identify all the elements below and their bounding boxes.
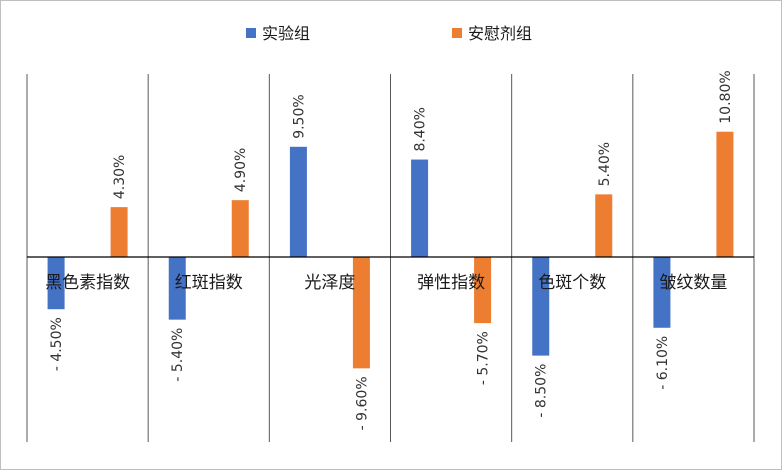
category-label: 红斑指数 (175, 273, 243, 293)
label-layer: 黑色素指数 红斑指数 光泽度 弹性指数 色斑个数 皱纹数量 - 4.50% - 5.40% 9.… (45, 70, 734, 430)
bar-experiment (653, 257, 671, 328)
data-label: - 4.50% (49, 317, 65, 371)
bar-experiment (47, 257, 65, 310)
bar-placebo (110, 207, 128, 257)
data-label: - 6.10% (655, 336, 671, 390)
category-label: 皱纹数量 (659, 273, 727, 293)
bar-placebo (716, 131, 734, 257)
data-label: - 5.70% (476, 331, 492, 385)
bar-placebo (595, 194, 613, 257)
data-label: - 9.60% (354, 376, 370, 430)
bar-placebo (474, 257, 492, 324)
data-label: - 8.50% (534, 364, 550, 418)
data-label: 4.90% (233, 148, 249, 192)
grid-layer (26, 74, 755, 442)
category-label: 色斑个数 (538, 273, 606, 293)
bar-placebo (352, 257, 370, 369)
category-label: 光泽度 (304, 273, 355, 293)
data-label: 5.40% (597, 142, 613, 186)
legend-swatch (246, 28, 256, 38)
legend-label: 安慰剂组 (468, 24, 532, 43)
legend: 实验组 安慰剂组 (246, 24, 532, 43)
bar-experiment (168, 257, 186, 320)
bar-placebo (231, 200, 249, 257)
data-label: 9.50% (291, 94, 307, 138)
legend-label: 实验组 (262, 24, 310, 43)
data-label: 8.40% (413, 107, 429, 151)
data-label: - 5.40% (170, 328, 186, 382)
bar-experiment (289, 146, 307, 257)
category-label: 弹性指数 (417, 273, 485, 293)
legend-swatch (452, 28, 462, 38)
bar-layer (47, 131, 734, 369)
bar-experiment (532, 257, 550, 356)
data-label: 4.30% (112, 155, 128, 199)
bar-experiment (411, 159, 429, 257)
category-label: 黑色素指数 (45, 273, 130, 293)
data-label: 10.80% (718, 70, 734, 123)
